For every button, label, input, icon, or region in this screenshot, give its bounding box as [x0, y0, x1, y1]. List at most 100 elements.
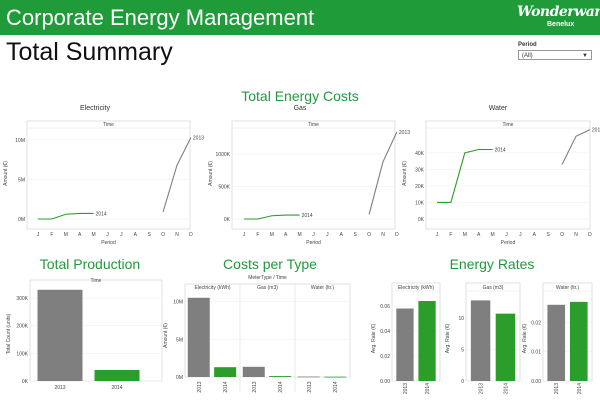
water-series-2013-line: [561, 129, 591, 165]
section-title-total-production: Total Production: [39, 256, 141, 272]
rates-y-tick-label: 0.04: [380, 329, 390, 335]
rates-panel-header: Water (ltr.): [556, 285, 579, 291]
rates-y-tick-label: 5: [461, 348, 464, 354]
rates-y-tick-label: 0.02: [531, 320, 541, 326]
rates-y-tick-label: 0: [461, 379, 464, 385]
costs-bar-1-2014: [269, 376, 292, 377]
gas-x-axis-label: Period: [306, 240, 321, 246]
rates-y-tick-label: 0.00: [531, 379, 541, 385]
costs-x-tick-label: 2014: [333, 381, 339, 392]
gas-x-tick-label: A: [284, 232, 288, 238]
production-bar-2013: [37, 289, 83, 381]
gas-chart-title: Gas: [294, 105, 307, 112]
production-bar-2014: [94, 369, 140, 381]
costs-x-tick-label: 2013: [252, 381, 258, 392]
electricity-x-tick-label: D: [189, 232, 193, 238]
costs-x-tick-label: 2013: [307, 381, 313, 392]
costs-bar-2-2013: [297, 376, 320, 378]
gas-series-2013-label: 2013: [399, 130, 410, 136]
period-filter-select[interactable]: (All) ▼: [518, 50, 592, 60]
production-col-header: Time: [91, 278, 102, 284]
costs-bar-0-2014: [214, 367, 237, 377]
electricity-x-tick-label: F: [50, 232, 53, 238]
costs-panel-header: Water (ltr.): [311, 285, 334, 291]
rates-bar-0-2013: [396, 308, 414, 381]
rates-y-axis-label: Avg. Rate (€): [522, 323, 528, 353]
water-y-tick-label: 30K: [415, 167, 425, 173]
costs-y-tick-label: 0M: [176, 375, 183, 381]
production-y-tick-label: 0K: [22, 379, 29, 385]
rates-panel-header: Electricity (kWh): [398, 285, 434, 291]
rates-panel-header: Gas (m3): [483, 285, 504, 291]
rates-bar-0-2014: [418, 301, 436, 381]
electricity-x-tick-label: J: [106, 232, 109, 238]
electricity-y-tick-label: 10M: [15, 138, 25, 144]
costs-y-axis-label: Amount (€): [163, 323, 169, 348]
electricity-x-tick-label: J: [120, 232, 123, 238]
rates-y-tick-label: 0.06: [380, 304, 390, 310]
costs-bar-1-2013: [242, 366, 265, 377]
electricity-series-2014-label: 2014: [96, 211, 107, 217]
production-x-tick-label: 2014: [111, 385, 122, 391]
electricity-series-2014-line: [38, 212, 94, 220]
costs-y-tick-label: 5M: [176, 337, 183, 343]
costs-x-tick-label: 2014: [278, 381, 284, 392]
gas-series-2014-line: [244, 214, 300, 220]
electricity-y-tick-label: 5M: [18, 177, 25, 183]
electricity-y-axis-label: Amount (€): [3, 161, 9, 186]
gas-chart-frame: [231, 120, 396, 230]
gas-x-tick-label: J: [326, 232, 329, 238]
water-x-tick-label: M: [491, 232, 495, 238]
water-series-2013-label: 2013: [592, 128, 600, 134]
electricity-y-tick-label: 0M: [18, 217, 25, 223]
logo-text: Wonderware: [517, 4, 600, 20]
electricity-x-tick-label: A: [78, 232, 82, 238]
electricity-chart-frame: [26, 120, 191, 230]
electricity-x-tick-label: M: [92, 232, 96, 238]
water-x-tick-label: J: [505, 232, 508, 238]
gas-x-tick-label: F: [256, 232, 259, 238]
costs-y-tick-label: 10M: [173, 300, 183, 306]
water-x-tick-label: S: [547, 232, 551, 238]
electricity-series-2013-label: 2013: [193, 135, 204, 141]
water-chart-frame: [425, 120, 591, 230]
gas-y-axis-label: Amount (€): [208, 161, 214, 186]
rates-bar-1-2014: [495, 313, 516, 381]
gas-series-2014-label: 2014: [302, 213, 313, 219]
water-x-axis-label: Period: [501, 240, 516, 246]
rates-bar-2-2014: [569, 301, 588, 381]
rates-y-axis-label: Avg. Rate (€): [445, 323, 451, 353]
logo-subtext: Benelux: [547, 21, 575, 28]
gas-y-tick-label: 500K: [218, 185, 230, 191]
gas-x-tick-label: D: [395, 232, 399, 238]
gas-x-tick-label: S: [354, 232, 358, 238]
gas-col-header: Time: [308, 122, 319, 128]
costs-col-header: MeterType / Time: [248, 275, 287, 281]
electricity-x-tick-label: O: [161, 232, 165, 238]
production-y-axis-label: Total Count (units): [6, 313, 12, 354]
section-title-energy-rates: Energy Rates: [449, 256, 535, 272]
water-x-tick-label: A: [477, 232, 481, 238]
rates-y-tick-label: 0.02: [380, 354, 390, 360]
gas-x-tick-label: O: [367, 232, 371, 238]
water-x-tick-label: M: [463, 232, 467, 238]
gas-x-tick-label: A: [340, 232, 344, 238]
production-y-tick-label: 300K: [16, 296, 28, 302]
gas-y-tick-label: 1000K: [216, 152, 231, 158]
costs-bar-0-2013: [187, 297, 210, 377]
electricity-x-tick-label: N: [175, 232, 179, 238]
water-x-tick-label: N: [574, 232, 578, 238]
water-x-tick-label: J: [436, 232, 439, 238]
costs-x-tick-label: 2013: [197, 381, 203, 392]
section-title-costs-per-type: Costs per Type: [223, 256, 317, 272]
rates-y-tick-label: 10: [458, 316, 464, 322]
production-y-tick-label: 100K: [16, 351, 28, 357]
gas-x-tick-label: N: [381, 232, 385, 238]
rates-x-tick-label: 2014: [425, 383, 431, 394]
water-y-tick-label: 10K: [415, 200, 425, 206]
water-chart-title: Water: [489, 105, 508, 112]
gas-x-tick-label: J: [312, 232, 315, 238]
electricity-series-2013-line: [162, 137, 192, 213]
gas-y-tick-label: 0K: [224, 217, 231, 223]
